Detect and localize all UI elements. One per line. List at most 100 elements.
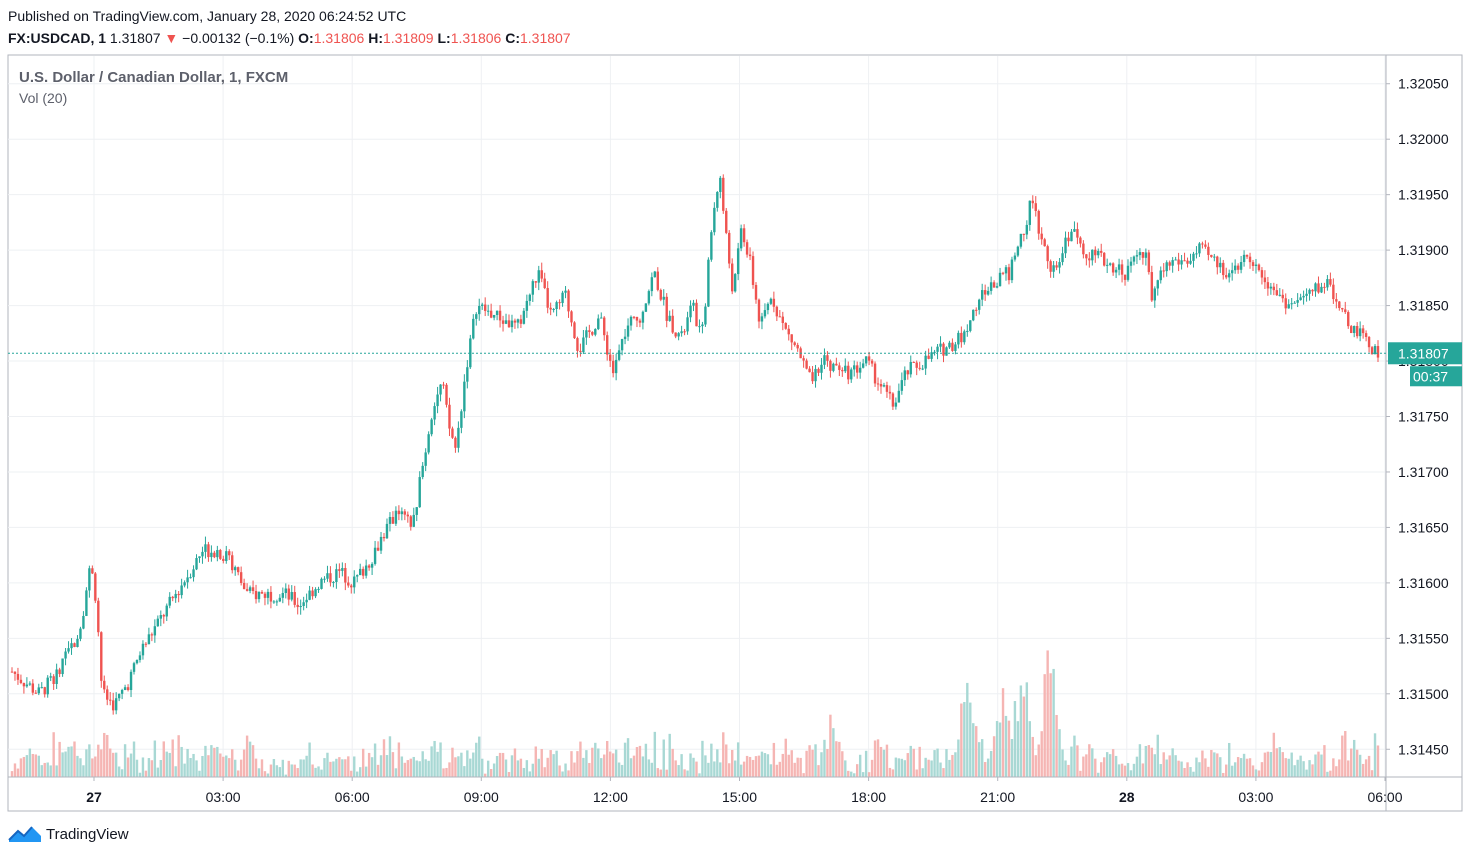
volume-bar — [611, 753, 615, 777]
candle-body — [957, 332, 960, 345]
candle-body — [1293, 302, 1296, 304]
candle-body — [992, 282, 996, 288]
volume-bar — [1189, 767, 1192, 777]
volume-bar — [204, 745, 207, 777]
volume-bar — [638, 745, 642, 777]
candle-body — [103, 680, 106, 690]
candle-body — [367, 565, 371, 568]
candle-body — [873, 363, 877, 384]
candle-body — [364, 565, 368, 576]
volume-bar — [394, 768, 398, 777]
ohlc-line: FX:USDCAD, 1 1.31807 ▼ −0.00132 (−0.1%) … — [8, 30, 571, 46]
candles — [10, 174, 1380, 715]
volume-bar — [1177, 760, 1180, 777]
candle-body — [106, 689, 109, 700]
volume-bar — [1186, 762, 1189, 777]
volume-bar — [120, 769, 124, 777]
volume-bar — [1198, 762, 1201, 777]
candle-body — [1079, 237, 1082, 244]
volume-bar — [528, 771, 532, 777]
candle-body — [1105, 264, 1109, 266]
high-value: 1.31809 — [382, 30, 434, 46]
candle-body — [736, 248, 740, 275]
volume-bar — [1219, 757, 1222, 777]
volume-bar — [1132, 763, 1136, 777]
candle-body — [1269, 286, 1273, 289]
candle-body — [754, 284, 758, 300]
candle-body — [838, 365, 841, 370]
candle-body — [888, 391, 892, 394]
candle-body — [1046, 246, 1049, 262]
volume-bar — [16, 768, 20, 777]
volume-bar — [1147, 745, 1151, 777]
volume-bar — [245, 735, 249, 777]
volume-bar — [1108, 754, 1112, 777]
volume-bar — [373, 743, 377, 777]
volume-bar — [867, 772, 871, 777]
candle-body — [114, 698, 118, 711]
candle-body — [760, 316, 764, 322]
volume-bar — [260, 759, 264, 777]
volume-bar — [117, 766, 121, 777]
candle-body — [897, 390, 901, 403]
candle-body — [394, 510, 398, 524]
volume-bar — [278, 767, 282, 777]
volume-bar — [769, 764, 773, 777]
volume-bar — [516, 760, 520, 777]
candle-body — [867, 356, 871, 361]
volume-bar — [1085, 754, 1088, 777]
candle-body — [534, 281, 537, 283]
volume-bar — [701, 740, 704, 777]
candle-body — [891, 393, 895, 407]
volume-legend: Vol (20) — [19, 90, 67, 106]
volume-bar — [293, 764, 296, 777]
volume-bar — [665, 769, 668, 777]
candle-body — [457, 427, 460, 448]
volume-bar — [567, 770, 570, 777]
footer-brand[interactable]: TradingView — [8, 824, 129, 844]
volume-bar — [70, 746, 73, 777]
candle-body — [1111, 263, 1115, 273]
volume-bar — [933, 750, 936, 777]
volume-bar — [683, 769, 686, 777]
volume-bar — [597, 748, 600, 777]
candle-body — [1326, 279, 1329, 288]
volume-bar — [1153, 754, 1156, 777]
countdown-tag: 00:37 — [1410, 366, 1462, 387]
candle-body — [1192, 253, 1195, 261]
volume-bar — [290, 764, 293, 777]
candle-body — [1091, 249, 1094, 261]
candle-body — [912, 361, 915, 363]
candle-body — [34, 692, 38, 694]
candle-body — [1135, 255, 1139, 257]
candle-body — [1138, 252, 1142, 256]
volume-bar — [722, 732, 725, 777]
candle-body — [635, 316, 639, 321]
volume-bar — [936, 748, 939, 777]
volume-bar — [1013, 701, 1017, 777]
volume-bar — [903, 760, 907, 777]
candle-body — [853, 365, 856, 370]
candle-body — [284, 588, 287, 593]
volume-bar — [739, 764, 743, 777]
candle-body — [466, 367, 469, 382]
volume-bar — [1114, 755, 1118, 777]
candle-body — [305, 599, 308, 603]
candle-body — [222, 558, 225, 561]
volume-bar — [897, 758, 901, 777]
volume-bar — [317, 766, 320, 777]
volume-bar — [972, 723, 975, 777]
candle-body — [73, 643, 76, 648]
volume-bar — [201, 755, 204, 777]
price-axis: 1.32050 1.32000 1.31950 1.31900 1.31850 1.318… — [1386, 76, 1449, 757]
candle-body — [626, 325, 630, 337]
close-label: C: — [505, 30, 520, 46]
volume-bar — [239, 759, 243, 777]
volume-bar — [34, 754, 38, 777]
candle-body — [1257, 264, 1261, 271]
volume-bar — [275, 765, 279, 777]
candle-body — [906, 370, 909, 375]
volume-bar — [540, 749, 543, 777]
price-change: −0.00132 (−0.1%) — [182, 30, 295, 46]
